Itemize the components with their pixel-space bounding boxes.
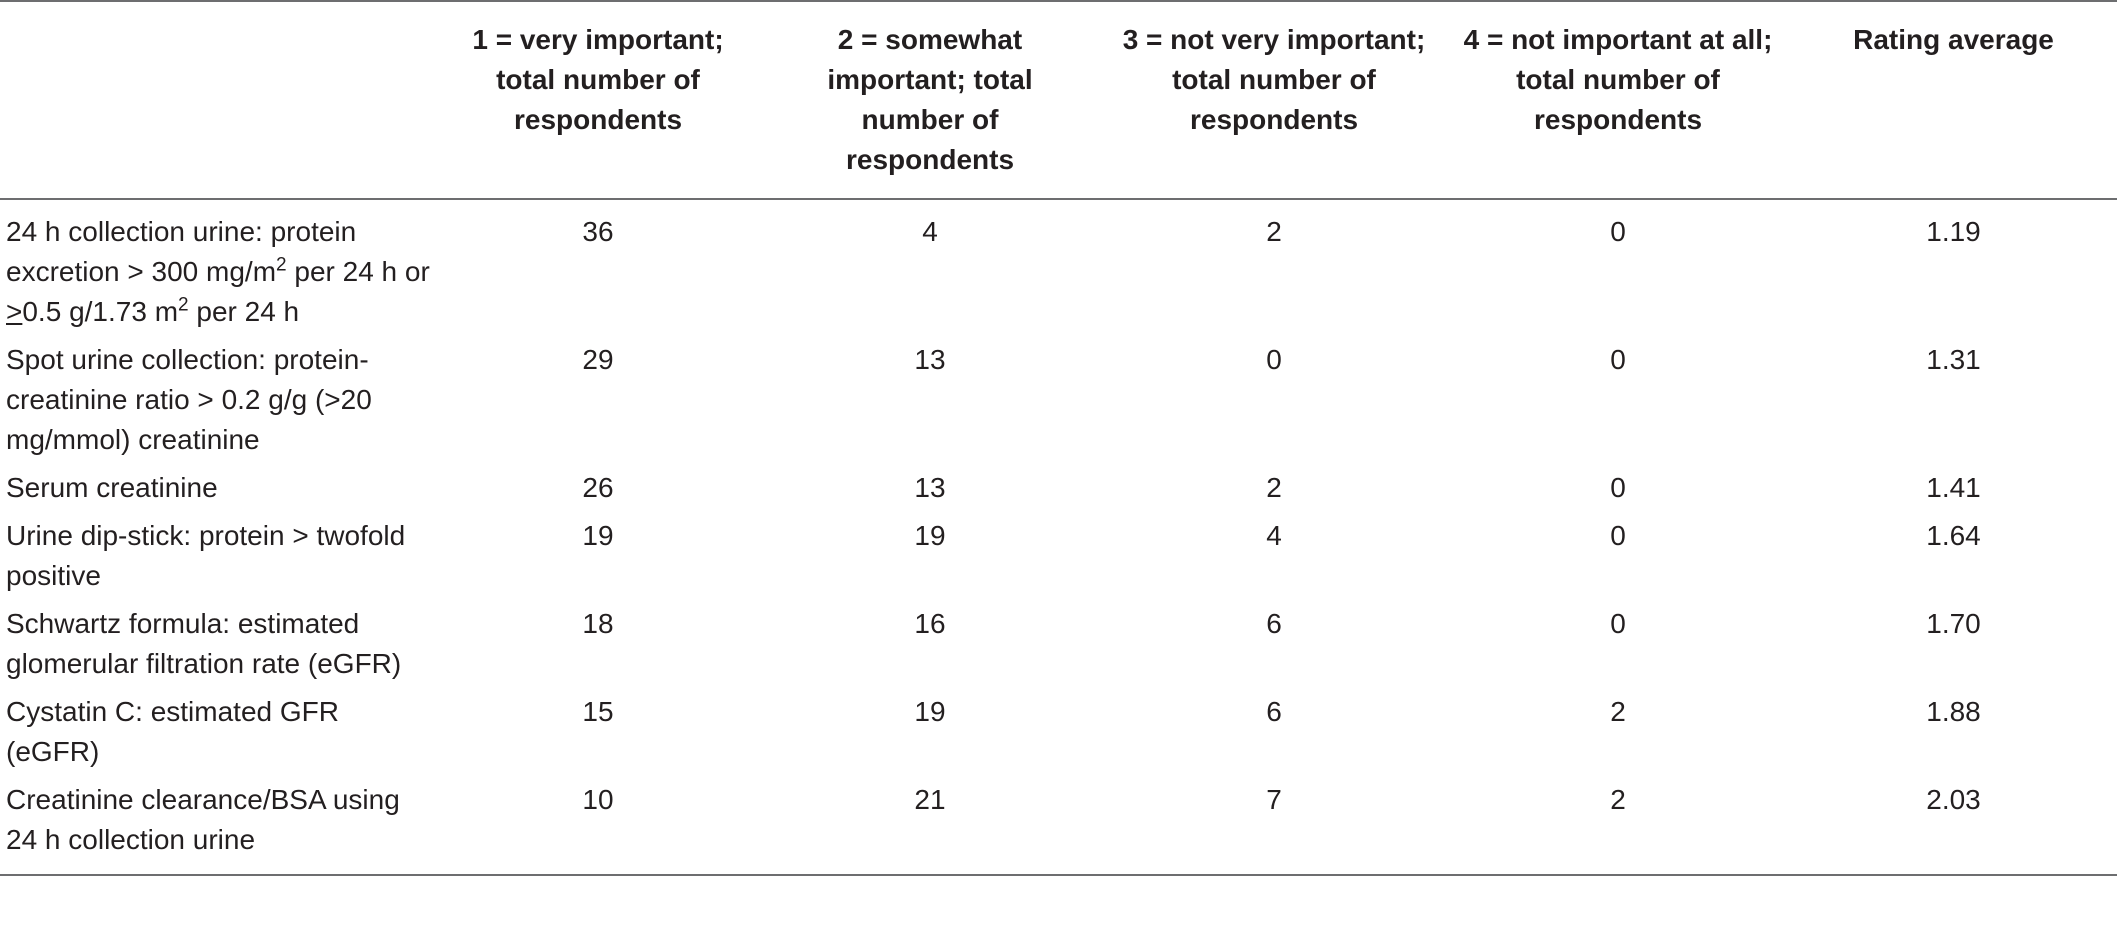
row-label-text: per 24 h <box>188 296 300 327</box>
row-label-text: 0.5 g/1.73 m <box>22 296 179 327</box>
row-label: Creatinine clearance/BSA using 24 h coll… <box>6 784 400 855</box>
row-label: Urine dip-stick: protein > twofold posit… <box>6 520 406 591</box>
row-label: 24 h collection urine: protein excretion… <box>0 199 438 336</box>
table-row: Cystatin C: estimated GFR (eGFR) 15 19 6… <box>0 688 2117 776</box>
table-row: Spot urine collection: protein-creatinin… <box>0 336 2117 464</box>
header-not-very-important: 3 = not very important; total number of … <box>1122 24 1426 135</box>
table-header: 1 = very important; total number of resp… <box>0 1 2117 199</box>
header-rating-average: Rating average <box>1853 24 2054 55</box>
row-label-text: per 24 h or <box>286 256 430 287</box>
cell-very-important: 15 <box>582 696 614 727</box>
cell-somewhat-important: 19 <box>914 696 946 727</box>
table-row: Schwartz formula: estimated glomerular f… <box>0 600 2117 688</box>
header-very-important: 1 = very important; total number of resp… <box>472 24 724 135</box>
cell-somewhat-important: 21 <box>914 784 946 815</box>
cell-very-important: 36 <box>582 216 614 247</box>
superscript: 2 <box>276 254 287 276</box>
importance-rating-table-container: 1 = very important; total number of resp… <box>0 1 2117 875</box>
cell-rating-average: 1.88 <box>1926 696 1981 727</box>
cell-somewhat-important: 19 <box>914 520 946 551</box>
cell-very-important: 29 <box>582 344 614 375</box>
cell-rating-average: 1.31 <box>1926 344 1981 375</box>
table-row: Urine dip-stick: protein > twofold posit… <box>0 512 2117 600</box>
cell-not-very-important: 0 <box>1266 344 1282 375</box>
cell-somewhat-important: 13 <box>914 472 946 503</box>
cell-very-important: 18 <box>582 608 614 639</box>
cell-not-important-at-all: 0 <box>1610 216 1626 247</box>
cell-very-important: 10 <box>582 784 614 815</box>
cell-not-very-important: 6 <box>1266 696 1282 727</box>
cell-very-important: 19 <box>582 520 614 551</box>
header-somewhat-important: 2 = somewhat important; total number of … <box>827 24 1033 175</box>
cell-rating-average: 1.41 <box>1926 472 1981 503</box>
row-label: Cystatin C: estimated GFR (eGFR) <box>6 696 339 767</box>
importance-rating-table: 1 = very important; total number of resp… <box>0 1 2117 875</box>
cell-not-very-important: 2 <box>1266 216 1282 247</box>
cell-somewhat-important: 4 <box>922 216 938 247</box>
cell-not-important-at-all: 0 <box>1610 608 1626 639</box>
header-parameter <box>0 1 438 199</box>
header-not-important-at-all: 4 = not important at all; total number o… <box>1463 24 1773 135</box>
table-row: 24 h collection urine: protein excretion… <box>0 199 2117 336</box>
cell-not-important-at-all: 0 <box>1610 520 1626 551</box>
row-label-text: 24 h collection urine: protein excretion… <box>6 216 357 287</box>
cell-not-important-at-all: 0 <box>1610 472 1626 503</box>
cell-somewhat-important: 13 <box>914 344 946 375</box>
row-label: Spot urine collection: protein-creatinin… <box>6 344 372 455</box>
header-row: 1 = very important; total number of resp… <box>0 1 2117 199</box>
cell-rating-average: 1.64 <box>1926 520 1981 551</box>
table-row: Serum creatinine 26 13 2 0 1.41 <box>0 464 2117 512</box>
row-label: Schwartz formula: estimated glomerular f… <box>6 608 402 679</box>
cell-not-important-at-all: 2 <box>1610 696 1626 727</box>
cell-rating-average: 2.03 <box>1926 784 1981 815</box>
cell-not-important-at-all: 0 <box>1610 344 1626 375</box>
cell-not-very-important: 2 <box>1266 472 1282 503</box>
cell-not-very-important: 4 <box>1266 520 1282 551</box>
superscript: 2 <box>178 294 189 316</box>
row-label: Serum creatinine <box>6 472 218 503</box>
cell-not-important-at-all: 2 <box>1610 784 1626 815</box>
table-row: Creatinine clearance/BSA using 24 h coll… <box>0 776 2117 875</box>
greater-or-equal-symbol: > <box>6 296 23 327</box>
cell-not-very-important: 7 <box>1266 784 1282 815</box>
cell-not-very-important: 6 <box>1266 608 1282 639</box>
cell-rating-average: 1.19 <box>1926 216 1981 247</box>
cell-very-important: 26 <box>582 472 614 503</box>
cell-rating-average: 1.70 <box>1926 608 1981 639</box>
table-body: 24 h collection urine: protein excretion… <box>0 199 2117 875</box>
cell-somewhat-important: 16 <box>914 608 946 639</box>
